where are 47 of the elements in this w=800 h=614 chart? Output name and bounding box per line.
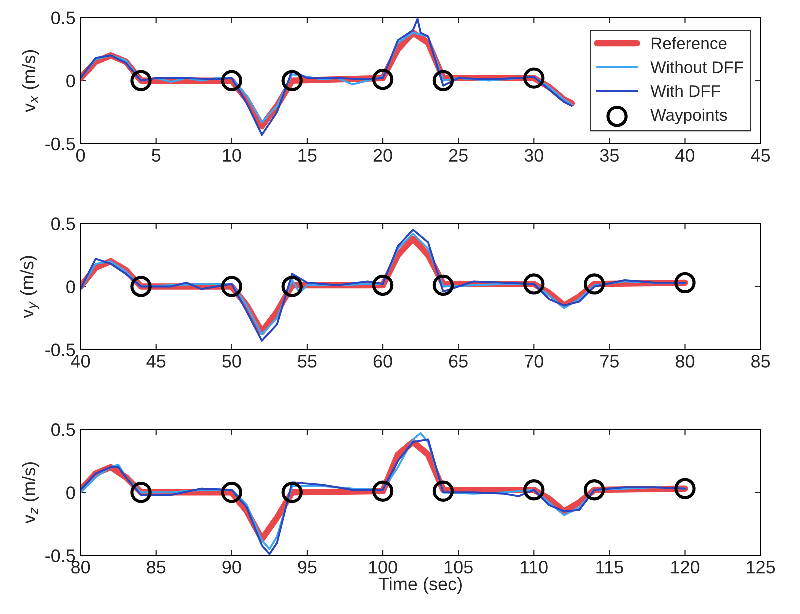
y-tick-label: 0 — [66, 74, 76, 88]
legend-label: Without DFF — [650, 61, 744, 74]
x-tick-label: 80 — [676, 355, 695, 368]
y-tick-label: 0 — [66, 280, 76, 294]
y-tick-label: 0.5 — [52, 424, 76, 436]
legend-label: Waypoints — [650, 108, 728, 124]
x-tick-label: 35 — [600, 149, 619, 162]
y-tick-label: 0.5 — [52, 12, 76, 25]
x-tick-label: 10 — [223, 149, 242, 162]
y-axis-title: v$_{x}$ (m/s) — [22, 50, 40, 112]
x-tick-label: 15 — [298, 149, 317, 162]
x-tick-label: 65 — [449, 355, 468, 368]
y-axis-title: v$_{z}$ (m/s) — [22, 462, 40, 524]
y-tick-label: -0.5 — [46, 344, 76, 356]
y-tick-label: 0.5 — [52, 218, 76, 230]
x-tick-label: 40 — [676, 149, 695, 162]
x-tick-label: 45 — [146, 355, 166, 368]
x-tick-label: 115 — [596, 561, 624, 574]
x-tick-label: 90 — [222, 561, 242, 574]
x-tick-label: 85 — [752, 355, 770, 368]
y-tick-label: 0 — [66, 486, 76, 500]
x-tick-label: 120 — [672, 561, 700, 574]
x-tick-label: 60 — [374, 355, 392, 368]
x-tick-label: 45 — [751, 149, 770, 162]
x-tick-label: 80 — [72, 561, 90, 574]
legend-label: With DFF — [650, 85, 720, 98]
x-tick-label: 0 — [76, 149, 86, 162]
x-tick-label: 50 — [222, 355, 242, 368]
x-tick-label: 105 — [444, 561, 473, 574]
x-axis-title: Time (sec) — [378, 577, 462, 594]
x-tick-label: 55 — [298, 355, 317, 368]
x-tick-label: 110 — [521, 561, 548, 574]
x-tick-label: 125 — [747, 561, 776, 574]
x-tick-label: 40 — [71, 355, 90, 368]
x-tick-label: 85 — [147, 561, 166, 574]
x-tick-label: 70 — [525, 355, 544, 368]
x-tick-label: 25 — [449, 149, 468, 162]
x-tick-label: 75 — [600, 355, 619, 368]
x-tick-label: 95 — [298, 561, 317, 574]
x-tick-label: 20 — [374, 149, 392, 162]
y-axis-title: v$_{y}$ (m/s) — [20, 256, 40, 318]
x-tick-label: 100 — [369, 561, 398, 574]
y-tick-label: -0.5 — [46, 550, 76, 562]
legend-label: Reference — [652, 37, 727, 50]
x-tick-label: 5 — [152, 149, 161, 162]
y-tick-label: -0.5 — [46, 138, 76, 151]
x-tick-label: 30 — [524, 149, 544, 162]
